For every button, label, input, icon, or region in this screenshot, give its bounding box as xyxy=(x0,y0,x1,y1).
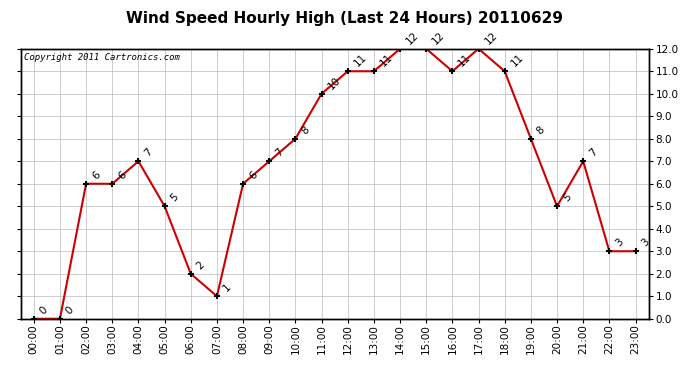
Text: 11: 11 xyxy=(352,52,368,69)
Text: 12: 12 xyxy=(431,30,447,46)
Text: 6: 6 xyxy=(117,169,128,181)
Text: 0: 0 xyxy=(64,304,76,316)
Text: 11: 11 xyxy=(457,52,473,69)
Text: 12: 12 xyxy=(483,30,499,46)
Text: 11: 11 xyxy=(509,52,525,69)
Text: 5: 5 xyxy=(561,192,573,204)
Text: 8: 8 xyxy=(535,124,546,136)
Text: 5: 5 xyxy=(169,192,181,204)
Text: 2: 2 xyxy=(195,259,207,271)
Text: 8: 8 xyxy=(299,124,311,136)
Text: 10: 10 xyxy=(326,75,342,91)
Text: Wind Speed Hourly High (Last 24 Hours) 20110629: Wind Speed Hourly High (Last 24 Hours) 2… xyxy=(126,11,564,26)
Text: 7: 7 xyxy=(273,147,285,159)
Text: 7: 7 xyxy=(587,147,599,159)
Text: 6: 6 xyxy=(247,169,259,181)
Text: 6: 6 xyxy=(90,169,102,181)
Text: 12: 12 xyxy=(404,30,421,46)
Text: 7: 7 xyxy=(143,147,155,159)
Text: 11: 11 xyxy=(378,52,395,69)
Text: 3: 3 xyxy=(640,237,651,249)
Text: 0: 0 xyxy=(38,304,50,316)
Text: 3: 3 xyxy=(613,237,625,249)
Text: Copyright 2011 Cartronics.com: Copyright 2011 Cartronics.com xyxy=(24,53,179,62)
Text: 1: 1 xyxy=(221,282,233,294)
